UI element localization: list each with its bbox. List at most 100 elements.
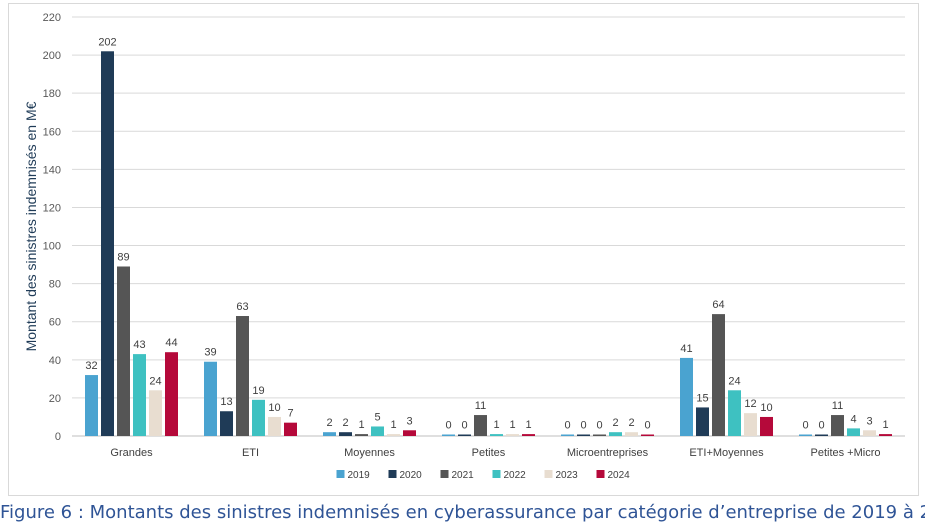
data-label: 10 xyxy=(760,402,772,414)
bar-2020 xyxy=(220,411,233,436)
data-label: 24 xyxy=(149,375,161,387)
data-label: 3 xyxy=(866,415,872,427)
bar-2024 xyxy=(403,430,416,436)
legend-label: 2023 xyxy=(556,470,579,481)
data-label: 12 xyxy=(744,398,756,410)
bar-2023 xyxy=(268,416,281,436)
data-label: 2 xyxy=(342,417,348,429)
data-label: 7 xyxy=(287,408,293,420)
data-label: 32 xyxy=(85,360,97,372)
data-label: 2 xyxy=(326,417,332,429)
y-tick-label: 100 xyxy=(43,241,61,253)
bar-2024 xyxy=(284,422,297,436)
bar-2022 xyxy=(609,432,622,436)
data-label: 3 xyxy=(406,415,412,427)
x-tick-label: Grandes xyxy=(110,447,153,459)
data-label: 0 xyxy=(445,420,451,432)
y-tick-label: 200 xyxy=(43,50,61,62)
bar-2019 xyxy=(680,357,693,436)
bar-2020 xyxy=(458,434,471,436)
x-tick-label: ETI xyxy=(242,447,259,459)
bar-2021 xyxy=(236,316,249,436)
legend-swatch-2020 xyxy=(388,470,397,478)
data-label: 0 xyxy=(461,420,467,432)
legend-label: 2019 xyxy=(348,470,371,481)
data-label: 89 xyxy=(117,251,129,263)
y-tick-label: 80 xyxy=(49,279,61,291)
y-tick-label: 60 xyxy=(49,317,61,329)
bar-2023 xyxy=(506,434,519,436)
y-tick-label: 40 xyxy=(49,355,61,367)
data-label: 0 xyxy=(564,420,570,432)
data-label: 11 xyxy=(832,400,843,412)
data-label: 0 xyxy=(802,420,808,432)
data-label: 2 xyxy=(628,417,634,429)
bar-2022 xyxy=(490,434,503,436)
bar-2020 xyxy=(815,434,828,436)
data-label: 63 xyxy=(236,301,248,313)
bar-2024 xyxy=(165,352,178,436)
bar-2019 xyxy=(442,434,455,436)
y-axis-label: Montant des sinistres indemnisés en M€ xyxy=(23,101,39,351)
data-label: 0 xyxy=(644,420,650,432)
data-label: 10 xyxy=(268,402,280,414)
data-label: 1 xyxy=(509,419,515,431)
data-label: 43 xyxy=(133,339,145,351)
bar-2020 xyxy=(101,51,114,436)
y-tick-label: 20 xyxy=(49,393,61,405)
data-label: 64 xyxy=(712,299,724,311)
bar-2021 xyxy=(474,415,487,436)
y-tick-label: 120 xyxy=(43,202,61,214)
data-label: 202 xyxy=(98,36,116,48)
bar-2021 xyxy=(593,434,606,436)
bar-2019 xyxy=(799,434,812,436)
data-label: 24 xyxy=(728,375,740,387)
x-tick-label: Microentreprises xyxy=(567,447,649,459)
legend-label: 2022 xyxy=(504,470,527,481)
data-label: 13 xyxy=(220,396,232,408)
bar-2024 xyxy=(641,434,654,436)
data-label: 4 xyxy=(850,413,856,425)
y-tick-label: 160 xyxy=(43,126,61,138)
bar-2021 xyxy=(712,314,725,436)
bar-2021 xyxy=(355,434,368,436)
data-label: 19 xyxy=(252,385,264,397)
bar-2020 xyxy=(696,407,709,436)
legend-label: 2021 xyxy=(452,470,475,481)
bar-2023 xyxy=(744,413,757,436)
bar-2024 xyxy=(522,434,535,436)
y-tick-label: 140 xyxy=(43,164,61,176)
bar-2023 xyxy=(863,430,876,436)
bar-2023 xyxy=(149,390,162,436)
bar-2022 xyxy=(728,390,741,436)
bar-2022 xyxy=(371,426,384,436)
bar-2019 xyxy=(204,361,217,436)
legend-label: 2020 xyxy=(400,470,423,481)
bar-2019 xyxy=(561,434,574,436)
data-label: 41 xyxy=(680,343,692,355)
data-label: 1 xyxy=(882,419,888,431)
data-label: 15 xyxy=(696,392,708,404)
bar-2021 xyxy=(831,415,844,436)
legend-swatch-2023 xyxy=(544,470,553,478)
x-tick-label: Petites +Micro xyxy=(811,447,881,459)
legend-swatch-2024 xyxy=(596,470,605,478)
data-label: 1 xyxy=(525,419,531,431)
data-label: 0 xyxy=(596,420,602,432)
data-label: 39 xyxy=(204,347,216,359)
data-label: 2 xyxy=(612,417,618,429)
x-tick-label: ETI+Moyennes xyxy=(689,447,764,459)
bar-2019 xyxy=(323,432,336,436)
bar-2020 xyxy=(577,434,590,436)
bar-2024 xyxy=(879,434,892,436)
legend-label: 2024 xyxy=(608,470,631,481)
y-tick-label: 180 xyxy=(43,88,61,100)
data-label: 0 xyxy=(818,420,824,432)
y-tick-label: 0 xyxy=(55,431,61,443)
x-tick-label: Petites xyxy=(472,447,506,459)
legend-swatch-2021 xyxy=(440,470,449,478)
data-label: 44 xyxy=(165,337,177,349)
bar-2021 xyxy=(117,266,130,436)
bar-2022 xyxy=(133,354,146,436)
